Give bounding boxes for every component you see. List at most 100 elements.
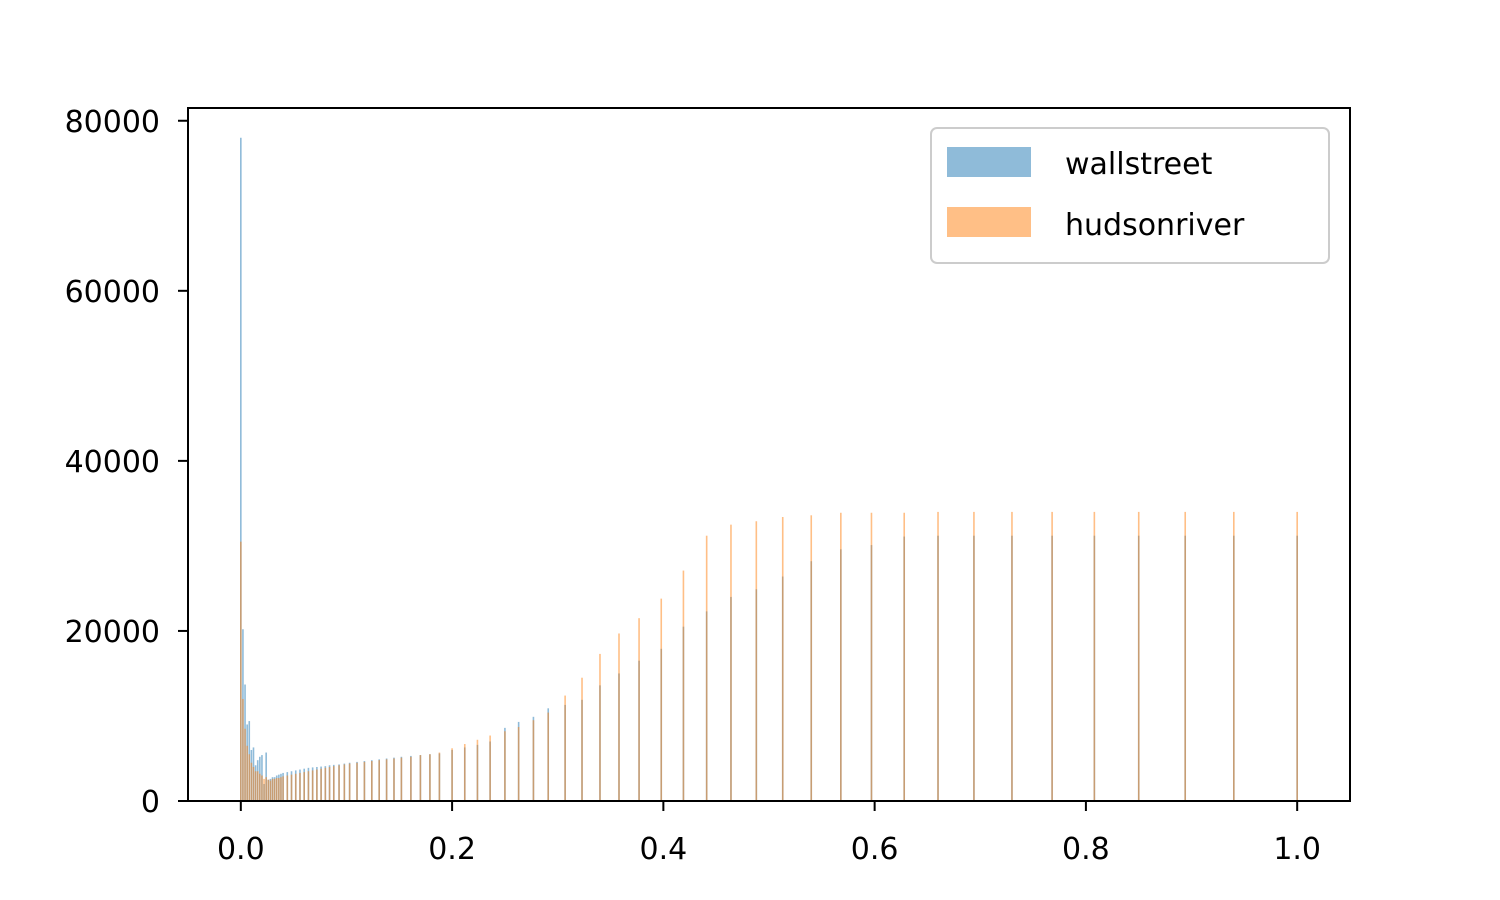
series-hudsonriver [240, 511, 1298, 801]
bar-hudsonriver [363, 761, 366, 801]
bar-hudsonriver [581, 677, 583, 801]
bar-wallstreet [265, 752, 267, 801]
bar-hudsonriver [303, 772, 305, 801]
bar-hudsonriver [286, 775, 289, 801]
bar-hudsonriver [463, 744, 466, 801]
bar-hudsonriver [476, 739, 479, 801]
bar-hudsonriver [273, 778, 276, 801]
bar-hudsonriver [682, 570, 685, 801]
bar-hudsonriver [378, 760, 380, 801]
bar-hudsonriver [348, 763, 351, 801]
bar-hudsonriver [265, 777, 267, 801]
bar-hudsonriver [705, 535, 708, 801]
bar-hudsonriver [307, 771, 310, 801]
bar-hudsonriver [410, 756, 412, 801]
bar-hudsonriver [246, 745, 248, 801]
x-tick-label: 0.8 [1062, 832, 1110, 867]
bar-hudsonriver [400, 757, 403, 801]
bar-hudsonriver [618, 633, 620, 801]
bar-hudsonriver [248, 754, 251, 801]
bar-hudsonriver [419, 755, 422, 801]
bar-hudsonriver [252, 766, 255, 801]
bar-hudsonriver [489, 735, 491, 801]
x-tick-label: 0.2 [428, 832, 476, 867]
bar-hudsonriver [517, 727, 520, 801]
bar-wallstreet [240, 137, 242, 801]
bar-hudsonriver [599, 653, 601, 801]
bar-hudsonriver [1137, 511, 1140, 801]
bar-hudsonriver [240, 541, 242, 801]
bar-hudsonriver [294, 773, 297, 801]
bars-layer [240, 137, 1298, 801]
bar-hudsonriver [254, 771, 257, 801]
bar-hudsonriver [267, 779, 270, 801]
bar-hudsonriver [290, 774, 293, 801]
bar-hudsonriver [564, 695, 566, 801]
legend-label-wallstreet: wallstreet [1065, 147, 1213, 182]
bar-hudsonriver [328, 766, 331, 801]
bar-hudsonriver [280, 777, 282, 801]
bar-hudsonriver [271, 778, 274, 801]
bar-hudsonriver [755, 521, 758, 801]
bar-hudsonriver [259, 773, 261, 801]
bar-hudsonriver [269, 780, 272, 801]
bar-hudsonriver [781, 517, 784, 801]
bar-hudsonriver [343, 764, 346, 801]
bar-hudsonriver [332, 766, 335, 801]
bar-hudsonriver [438, 752, 441, 801]
bar-hudsonriver [275, 778, 278, 801]
legend-swatch-hudsonriver [947, 207, 1031, 237]
bar-hudsonriver [244, 728, 246, 801]
bar-hudsonriver [261, 775, 263, 801]
bar-hudsonriver [1093, 511, 1096, 801]
axes-frame [187, 107, 1351, 802]
bar-hudsonriver [638, 618, 640, 801]
x-tick-label: 0.6 [851, 832, 899, 867]
bar-hudsonriver [320, 768, 322, 801]
bar-hudsonriver [937, 511, 939, 801]
bar-hudsonriver [242, 698, 244, 801]
bar-hudsonriver [1011, 511, 1013, 801]
legend: wallstreet hudsonriver [930, 127, 1330, 264]
bar-hudsonriver [316, 769, 318, 801]
bar-hudsonriver [1296, 511, 1298, 801]
bar-hudsonriver [870, 512, 873, 801]
bar-hudsonriver [504, 731, 506, 801]
y-tick-label: 60000 [65, 275, 160, 310]
bar-hudsonriver [338, 765, 340, 801]
bar-hudsonriver [1233, 511, 1235, 801]
bar-hudsonriver [429, 754, 431, 801]
x-tick-label: 1.0 [1273, 832, 1321, 867]
bar-hudsonriver [660, 598, 663, 801]
y-tick-label: 80000 [65, 105, 160, 140]
bar-hudsonriver [532, 720, 535, 801]
ticks-layer: 0.0 0.2 0.4 0.6 0.8 1.0 0 20000 40000 60000 80000 [65, 105, 1321, 867]
bar-hudsonriver [840, 512, 842, 801]
bar-hudsonriver [547, 712, 550, 801]
bar-hudsonriver [451, 748, 453, 801]
bar-hudsonriver [278, 778, 280, 801]
bar-hudsonriver [730, 524, 732, 801]
bar-hudsonriver [1184, 511, 1187, 801]
bar-hudsonriver [973, 511, 975, 801]
y-tick-label: 0 [141, 785, 160, 820]
bar-hudsonriver [810, 515, 813, 801]
x-tick-label: 0.4 [640, 832, 688, 867]
bar-hudsonriver [324, 767, 327, 801]
legend-swatch-wallstreet [947, 147, 1031, 177]
bar-hudsonriver [263, 778, 265, 801]
bar-hudsonriver [371, 761, 373, 801]
legend-label-hudsonriver: hudsonriver [1065, 208, 1245, 243]
bar-hudsonriver [1051, 511, 1053, 801]
bar-hudsonriver [903, 512, 906, 801]
y-tick-label: 20000 [65, 615, 160, 650]
y-tick-label: 40000 [65, 445, 160, 480]
bar-hudsonriver [282, 776, 284, 801]
bar-hudsonriver [256, 771, 259, 801]
bar-hudsonriver [250, 762, 253, 801]
bar-hudsonriver [356, 762, 358, 801]
bar-hudsonriver [393, 758, 395, 801]
x-tick-label: 0.0 [217, 832, 265, 867]
bar-hudsonriver [299, 772, 301, 801]
